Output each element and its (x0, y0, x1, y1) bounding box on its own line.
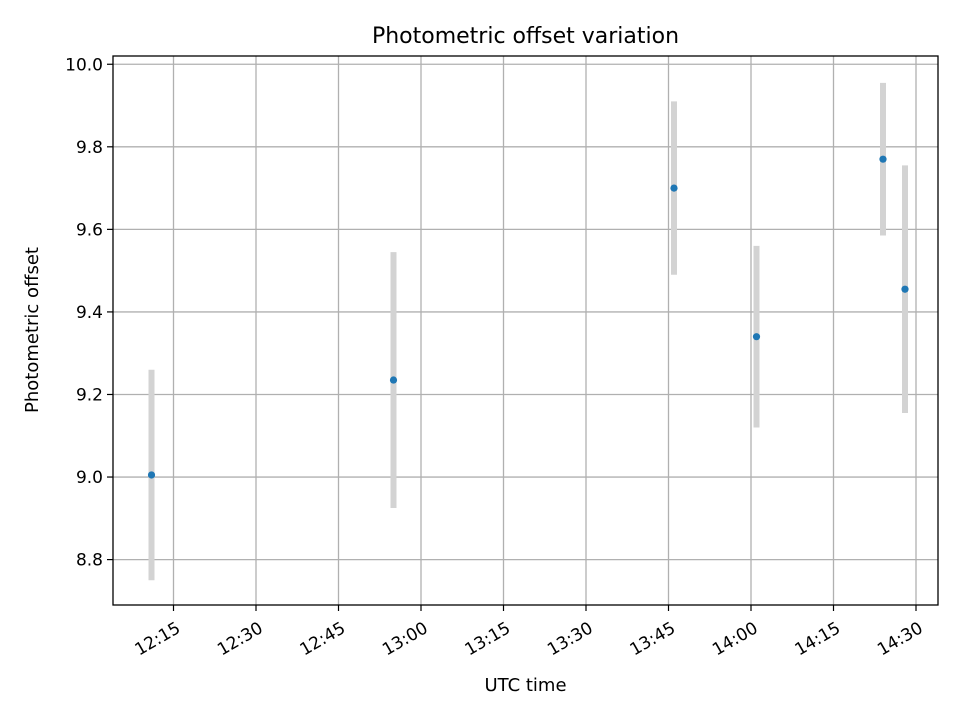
x-tick-label: 14:00 (709, 618, 761, 660)
x-tick-label: 14:30 (874, 618, 926, 660)
ticks: 12:15 12:30 12:45 13:00 13:15 13:30 13:45 14:00… (65, 55, 926, 660)
y-tick-label: 9.4 (76, 303, 103, 323)
data-point (670, 184, 678, 192)
y-tick-label: 9.2 (76, 385, 103, 405)
errorbars (148, 82, 908, 581)
x-tick-label: 12:30 (214, 618, 266, 660)
x-tick-label: 13:30 (544, 618, 596, 660)
x-tick-label: 13:15 (462, 618, 514, 660)
data-points (147, 155, 909, 479)
x-tick-label: 12:45 (297, 618, 349, 660)
y-tick-label: 8.8 (76, 551, 103, 571)
y-axis-label: Photometric offset (22, 247, 43, 413)
data-point (879, 155, 887, 163)
x-tick-label: 13:45 (627, 618, 679, 660)
data-point (901, 285, 909, 293)
x-axis-label: UTC time (484, 675, 566, 696)
data-point (752, 333, 761, 341)
chart-title: Photometric offset variation (372, 24, 679, 49)
x-tick-label: 14:15 (792, 618, 844, 660)
data-point (147, 471, 156, 479)
plot-frame (112, 55, 939, 606)
y-tick-label: 10.0 (65, 55, 103, 75)
x-tick-label: 12:15 (132, 618, 184, 660)
x-tick-label: 13:00 (379, 618, 431, 660)
y-tick-label: 9.0 (76, 468, 103, 488)
grid (113, 56, 938, 605)
data-point (389, 376, 398, 384)
y-tick-label: 9.6 (76, 220, 103, 240)
y-tick-label: 9.8 (76, 138, 103, 158)
